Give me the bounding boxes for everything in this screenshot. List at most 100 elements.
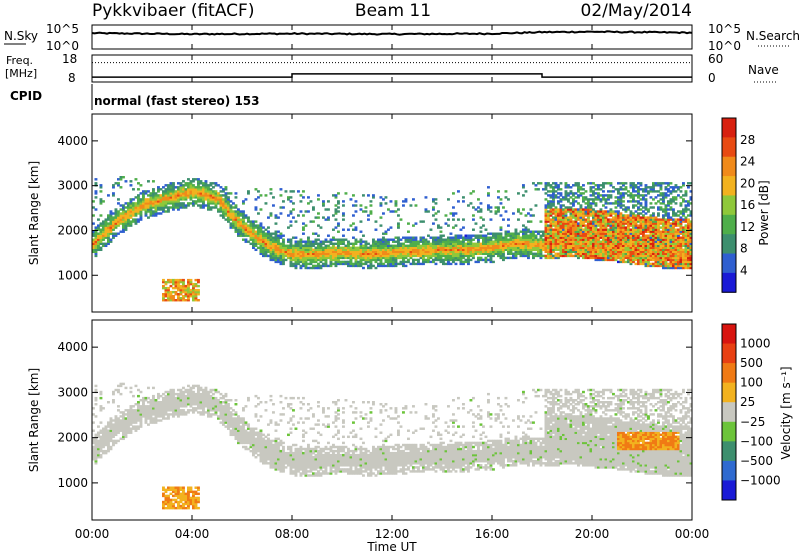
power-cell xyxy=(637,252,640,256)
power-cell xyxy=(557,242,560,246)
power-cell xyxy=(482,238,485,241)
power-cell xyxy=(104,228,108,231)
power-cell xyxy=(107,216,110,219)
velocity-cell xyxy=(94,439,98,443)
power-cell xyxy=(194,194,198,197)
power-ylabel: Slant Range [km] xyxy=(27,161,41,265)
power-cell xyxy=(174,206,178,209)
power-cell xyxy=(542,188,545,191)
power-cell xyxy=(457,246,460,250)
power-cell xyxy=(192,180,195,183)
power-cell xyxy=(269,236,273,239)
power-cell xyxy=(347,250,350,254)
power-cell xyxy=(412,224,415,227)
power-cell xyxy=(144,200,148,203)
power-cell xyxy=(127,216,130,219)
power-cell xyxy=(589,238,593,241)
power-cell xyxy=(277,260,280,264)
power-cell xyxy=(222,210,225,213)
power-cell xyxy=(684,192,688,195)
noise-right-tick-top: 10^5 xyxy=(708,22,741,36)
power-cell xyxy=(259,252,263,256)
power-cell xyxy=(624,210,628,213)
velocity-cell xyxy=(97,443,100,447)
power-cell xyxy=(412,238,415,241)
power-cell xyxy=(639,218,643,221)
power-cell xyxy=(187,202,190,205)
power-cell xyxy=(677,220,680,223)
power-cell xyxy=(272,240,275,243)
power-cell xyxy=(634,246,638,250)
power-cell xyxy=(192,290,195,294)
power-cell xyxy=(562,254,565,258)
power-cell xyxy=(422,252,425,256)
power-cell xyxy=(554,226,558,229)
power-cell xyxy=(177,206,180,209)
power-cell xyxy=(397,226,400,229)
power-cell xyxy=(632,196,635,199)
power-cell xyxy=(407,250,410,254)
power-cell xyxy=(687,232,690,235)
power-cell xyxy=(422,246,425,250)
power-cell xyxy=(317,252,320,256)
power-cell xyxy=(572,244,575,248)
power-cell xyxy=(559,208,563,211)
power-cell xyxy=(404,250,408,254)
power-cell xyxy=(144,198,148,201)
power-cell xyxy=(489,232,493,235)
velocity-cell xyxy=(92,413,95,416)
power-cell xyxy=(307,240,310,243)
power-cell xyxy=(364,254,368,258)
power-cell xyxy=(682,244,685,248)
velocity-cell xyxy=(137,411,140,414)
power-cell xyxy=(254,226,258,229)
power-cell xyxy=(544,198,548,201)
power-cell xyxy=(667,208,670,211)
power-cell xyxy=(604,246,608,250)
power-cell xyxy=(604,224,608,227)
power-cell xyxy=(399,256,403,260)
power-cell xyxy=(547,216,550,219)
power-cell xyxy=(409,256,413,260)
power-cell xyxy=(562,204,565,207)
power-cell xyxy=(352,204,355,207)
power-cell xyxy=(614,234,618,237)
power-cell xyxy=(607,202,610,205)
power-cell xyxy=(487,192,490,195)
power-cell xyxy=(574,222,578,225)
power-cell xyxy=(197,196,200,199)
power-cell xyxy=(167,278,170,282)
power-cell xyxy=(204,198,208,201)
power-cell xyxy=(544,192,548,195)
power-cell xyxy=(619,224,623,227)
power-cell xyxy=(259,244,263,248)
power-cell xyxy=(522,240,525,243)
power-cell xyxy=(204,188,208,191)
power-cell xyxy=(649,240,653,243)
power-cell xyxy=(144,206,148,209)
power-cell xyxy=(572,208,575,211)
power-cell xyxy=(337,244,340,248)
power-cell xyxy=(619,192,623,195)
power-cell xyxy=(552,196,555,199)
power-cell xyxy=(107,194,110,197)
power-cell xyxy=(564,222,568,225)
power-cell xyxy=(494,232,498,235)
power-cell xyxy=(599,220,603,223)
power-cell xyxy=(637,256,640,260)
power-cell xyxy=(349,248,353,252)
power-cell xyxy=(644,194,648,197)
power-cell xyxy=(397,222,400,225)
power-cell xyxy=(482,244,485,248)
power-cell xyxy=(574,184,578,187)
power-cell xyxy=(619,230,623,233)
power-cell xyxy=(607,210,610,213)
power-cell xyxy=(249,232,253,235)
power-cell xyxy=(609,208,613,211)
power-cell xyxy=(444,222,448,225)
power-cell xyxy=(579,222,583,225)
power-cell xyxy=(442,240,445,243)
power-cell xyxy=(649,226,653,229)
power-cell xyxy=(102,220,105,223)
power-cell xyxy=(527,230,530,233)
